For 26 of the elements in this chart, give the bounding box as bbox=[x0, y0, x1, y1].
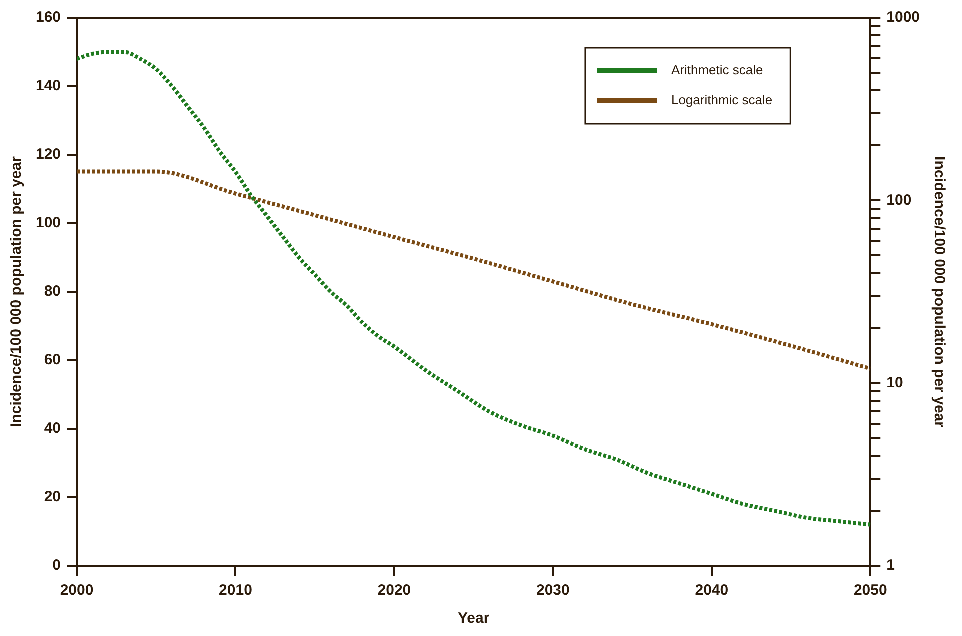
y-tick-label: 140 bbox=[36, 78, 62, 95]
y2-tick-label: 10 bbox=[886, 374, 904, 392]
y2-tick-label: 1000 bbox=[886, 9, 920, 26]
x-tick-label: 2010 bbox=[219, 582, 252, 600]
y2-tick-label: 1 bbox=[886, 557, 895, 574]
x-tick-label: 2000 bbox=[60, 582, 94, 600]
y-tick-label: 160 bbox=[36, 9, 62, 26]
legend-label: Arithmetic scale bbox=[671, 62, 764, 78]
x-axis-title: Year bbox=[458, 610, 490, 628]
y2-tick-label: 100 bbox=[886, 192, 912, 209]
y-tick-label: 80 bbox=[44, 283, 62, 300]
x-tick-label: 2020 bbox=[378, 582, 412, 600]
line-series bbox=[77, 50, 871, 527]
x-tick-label: 2040 bbox=[695, 582, 729, 600]
y-tick-label: 40 bbox=[44, 420, 62, 438]
y-tick-label: 100 bbox=[36, 214, 62, 232]
y-tick-label: 60 bbox=[44, 352, 62, 369]
y2-axis-title: Incidence/100 000 population per year bbox=[930, 156, 948, 428]
y-tick-label: 0 bbox=[52, 557, 62, 574]
x-tick-label: 2030 bbox=[536, 582, 570, 600]
y-tick-label: 120 bbox=[36, 146, 62, 164]
legend-label: Logarithmic scale bbox=[671, 92, 773, 108]
line-series bbox=[77, 170, 871, 371]
y-axis-title: Incidence/100 000 population per year bbox=[8, 156, 26, 428]
x-tick-label: 2050 bbox=[854, 582, 888, 600]
y-tick-label: 20 bbox=[44, 488, 62, 506]
